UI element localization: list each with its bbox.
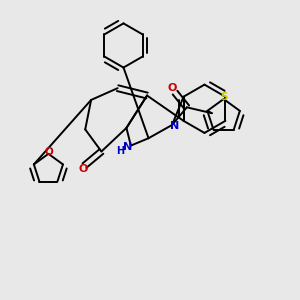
Text: N: N: [123, 142, 133, 152]
Text: H: H: [116, 146, 124, 156]
Text: O: O: [44, 147, 53, 157]
Text: N: N: [169, 121, 179, 131]
Text: O: O: [168, 83, 177, 93]
Text: O: O: [78, 164, 88, 174]
Text: S: S: [220, 92, 227, 102]
